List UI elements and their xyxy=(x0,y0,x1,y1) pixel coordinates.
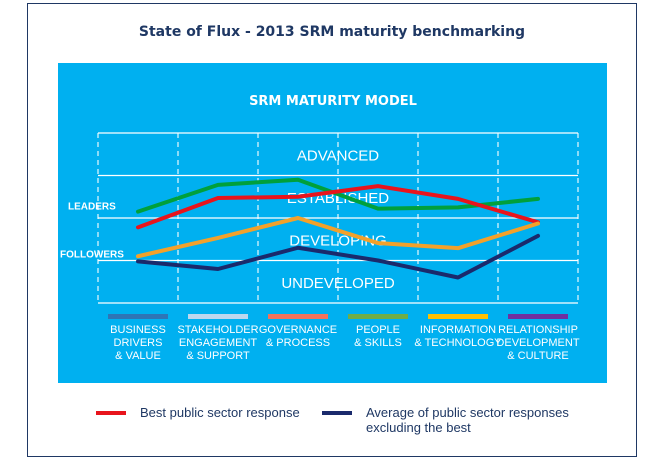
legend-swatch xyxy=(322,411,352,415)
category-bar xyxy=(428,314,488,319)
category-bar xyxy=(108,314,168,319)
category-bar xyxy=(268,314,328,319)
category-label: PEOPLE & SKILLS xyxy=(354,324,402,349)
category-label: RELATIONSHIP DEVELOPMENT & CULTURE xyxy=(496,324,579,362)
category-bar xyxy=(348,314,408,319)
legend: Best public sector response Average of pu… xyxy=(90,405,630,445)
legend-label: Average of public sector responses exclud… xyxy=(366,405,569,435)
category-label: BUSINESS DRIVERS & VALUE xyxy=(110,324,166,362)
chart-title: SRM MATURITY MODEL xyxy=(249,94,417,109)
category-bar xyxy=(188,314,248,319)
legend-label: Best public sector response xyxy=(140,405,300,420)
maturity-chart: SRM MATURITY MODELUNDEVELOPEDDEVELOPINGE… xyxy=(60,94,580,362)
category-label: INFORMATION & TECHNOLOGY xyxy=(414,324,502,349)
series-line-average xyxy=(136,233,540,280)
row-label-leaders: LEADERS xyxy=(68,202,116,213)
category-bar xyxy=(508,314,568,319)
row-label-followers: FOLLOWERS xyxy=(60,249,124,260)
series-line-followers xyxy=(136,216,540,259)
category-label: GOVERNANCE & PROCESS xyxy=(259,324,337,349)
series-line-leaders xyxy=(136,177,540,214)
series-line-best xyxy=(136,184,540,230)
chart-panel: SRM MATURITY MODEL UNDEVELOPED DEVELOPING E… xyxy=(58,63,607,383)
level-label: UNDEVELOPED xyxy=(281,275,395,292)
level-label: ADVANCED xyxy=(297,147,379,164)
legend-swatch xyxy=(96,411,126,415)
page-title: State of Flux - 2013 SRM maturity benchm… xyxy=(138,24,526,40)
category-label: STAKEHOLDER ENGAGEMENT & SUPPORT xyxy=(177,324,258,362)
